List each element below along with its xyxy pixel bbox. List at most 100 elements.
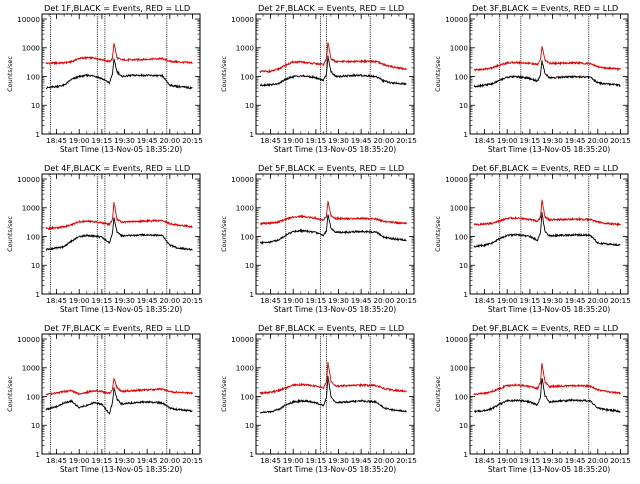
x-tick-label: 18:45 [474,296,495,305]
x-tick-label: 19:15 [520,136,541,145]
plot-frame [41,13,201,135]
y-tick-label: 100 [240,72,254,81]
x-tick-label: 19:15 [306,296,327,305]
y-tick-label: 1000 [22,44,41,53]
x-tick-label: 19:00 [497,456,518,465]
y-tick-label: 10000 [445,335,468,344]
x-tick-label: 19:15 [520,296,541,305]
y-axis-label: Counts/sec [6,56,14,92]
x-tick-label: 20:00 [159,456,180,465]
y-axis-label: Counts/sec [434,376,442,412]
x-tick-label: 20:15 [182,456,203,465]
x-tick-label: 19:45 [137,136,158,145]
y-tick-label: 1 [35,130,40,139]
x-tick-label: 19:00 [69,136,90,145]
y-tick-label: 1 [35,290,40,299]
y-tick-label: 10000 [17,15,40,24]
y-tick-label: 1000 [236,364,255,373]
x-tick-label: 20:00 [587,136,608,145]
y-tick-label: 1 [35,450,40,459]
x-tick-label: 19:30 [542,136,563,145]
x-tick-label: 19:30 [328,296,349,305]
x-tick-label: 19:00 [69,296,90,305]
y-tick-label: 1 [463,130,468,139]
y-tick-label: 10 [31,421,41,430]
y-tick-label: 10 [245,101,255,110]
x-tick-label: 18:45 [260,456,281,465]
lld-series-line [473,199,621,227]
x-tick-label: 18:45 [474,136,495,145]
y-tick-label: 100 [26,232,40,241]
x-axis-label: Start Time (13-Nov-05 18:35:20) [488,145,610,154]
x-tick-label: 19:00 [497,296,518,305]
y-tick-label: 10000 [17,175,40,184]
x-tick-label: 20:00 [587,296,608,305]
lld-series-line [260,200,407,226]
x-tick-label: 19:00 [497,136,518,145]
lld-series-line [259,42,407,74]
x-tick-label: 19:45 [351,296,372,305]
y-tick-label: 100 [454,72,468,81]
x-tick-label: 19:30 [542,296,563,305]
panel-title: Det 2F,BLACK = Events, RED = LLD [258,3,404,13]
events-series-line [473,212,621,249]
plot-frame [469,13,629,135]
plot-frame [255,333,415,455]
y-tick-label: 10 [459,101,469,110]
panel-title: Det 9F,BLACK = Events, RED = LLD [472,323,618,333]
y-axis-label: Counts/sec [434,216,442,252]
events-series-line [473,60,621,89]
x-tick-label: 20:15 [182,296,203,305]
lld-series-line [45,43,193,66]
y-tick-label: 10 [459,421,469,430]
x-tick-label: 19:45 [565,296,586,305]
panel-title: Det 4F,BLACK = Events, RED = LLD [44,163,190,173]
panel-title: Det 7F,BLACK = Events, RED = LLD [44,323,190,333]
x-tick-label: 19:45 [351,136,372,145]
panel-det-3: Det 3F,BLACK = Events, RED = LLD Counts/s… [434,3,631,154]
y-tick-label: 100 [240,392,254,401]
x-tick-label: 19:30 [328,456,349,465]
x-tick-label: 20:15 [610,296,631,305]
events-series-line [45,217,193,252]
y-tick-label: 100 [454,232,468,241]
x-tick-label: 19:15 [92,296,113,305]
plot-frame [255,173,415,295]
x-tick-label: 19:30 [114,296,135,305]
y-tick-label: 10 [459,261,469,270]
x-tick-label: 20:00 [587,456,608,465]
y-axis-label: Counts/sec [220,216,228,252]
x-axis-label: Start Time (13-Nov-05 18:35:20) [60,465,182,474]
panel-title: Det 6F,BLACK = Events, RED = LLD [472,163,618,173]
panel-title: Det 8F,BLACK = Events, RED = LLD [258,323,404,333]
panel-det-8: Det 8F,BLACK = Events, RED = LLD Counts/s… [220,323,417,474]
y-tick-label: 100 [26,72,40,81]
y-tick-label: 10000 [445,15,468,24]
y-tick-label: 1 [249,290,254,299]
y-tick-label: 10000 [231,175,254,184]
lld-series-line [259,361,407,396]
x-tick-label: 19:15 [520,456,541,465]
x-tick-label: 20:00 [373,296,394,305]
x-tick-label: 18:45 [474,456,495,465]
y-tick-label: 1000 [236,204,255,213]
plot-frame [469,333,629,455]
y-axis-label: Counts/sec [220,56,228,92]
x-tick-label: 20:15 [396,456,417,465]
y-tick-label: 1 [463,290,468,299]
panel-det-7: Det 7F,BLACK = Events, RED = LLD Counts/s… [6,323,203,474]
x-tick-label: 19:00 [283,456,304,465]
x-tick-label: 19:45 [351,456,372,465]
lld-series-line [45,378,193,396]
lld-series-line [45,202,193,231]
x-tick-label: 19:15 [92,456,113,465]
y-tick-label: 100 [454,392,468,401]
x-tick-label: 20:15 [182,136,203,145]
y-tick-label: 1 [249,130,254,139]
x-tick-label: 20:15 [610,456,631,465]
x-tick-label: 19:45 [137,296,158,305]
events-series-line [474,378,621,414]
plot-frame [469,173,629,295]
events-series-line [259,55,407,88]
